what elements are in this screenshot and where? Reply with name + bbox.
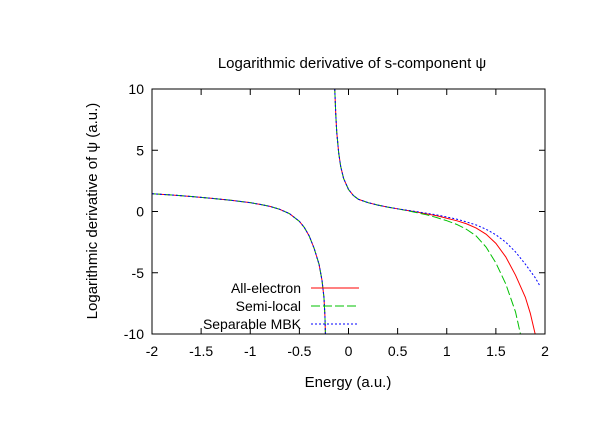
- axis-ticks: -2 -1.5 -1 -0.5 0 0.5 1 1.5 2 -10 -5 0 5 10: [124, 81, 549, 359]
- chart-title: Logarithmic derivative of s-component ψ: [218, 55, 486, 72]
- series-line-2-branch-1: [152, 193, 326, 334]
- y-tick-label: -5: [132, 265, 145, 281]
- y-tick-label: 10: [128, 81, 144, 97]
- x-tick-label: 0.5: [388, 343, 408, 359]
- x-tick-label: 2: [541, 343, 549, 359]
- x-tick-label: 1.5: [486, 343, 506, 359]
- y-axis-title: Logarithmic derivative of ψ (a.u.): [84, 103, 101, 320]
- x-tick-label: 0: [345, 343, 353, 359]
- legend-label: All-electron: [231, 280, 301, 296]
- y-tick-label: 0: [136, 204, 144, 220]
- y-tick-label: -10: [124, 326, 144, 342]
- series-line-3-branch-2: [334, 89, 541, 287]
- y-tick-label: 5: [136, 142, 144, 158]
- x-tick-label: 1: [443, 343, 451, 359]
- legend-label: Separable MBK: [203, 316, 302, 332]
- x-tick-label: -1.5: [189, 343, 213, 359]
- x-tick-label: -1: [244, 343, 257, 359]
- plot-frame: [151, 88, 546, 335]
- series-line-1-branch-2: [334, 89, 536, 334]
- series-layer: [152, 89, 541, 334]
- x-tick-label: -2: [146, 343, 159, 359]
- series-line-2-branch-2: [334, 89, 521, 334]
- legend: All-electron Semi-local Separable MBK: [203, 280, 359, 332]
- x-axis-title: Energy (a.u.): [305, 374, 392, 391]
- x-tick-label: -0.5: [287, 343, 311, 359]
- legend-label: Semi-local: [236, 298, 301, 314]
